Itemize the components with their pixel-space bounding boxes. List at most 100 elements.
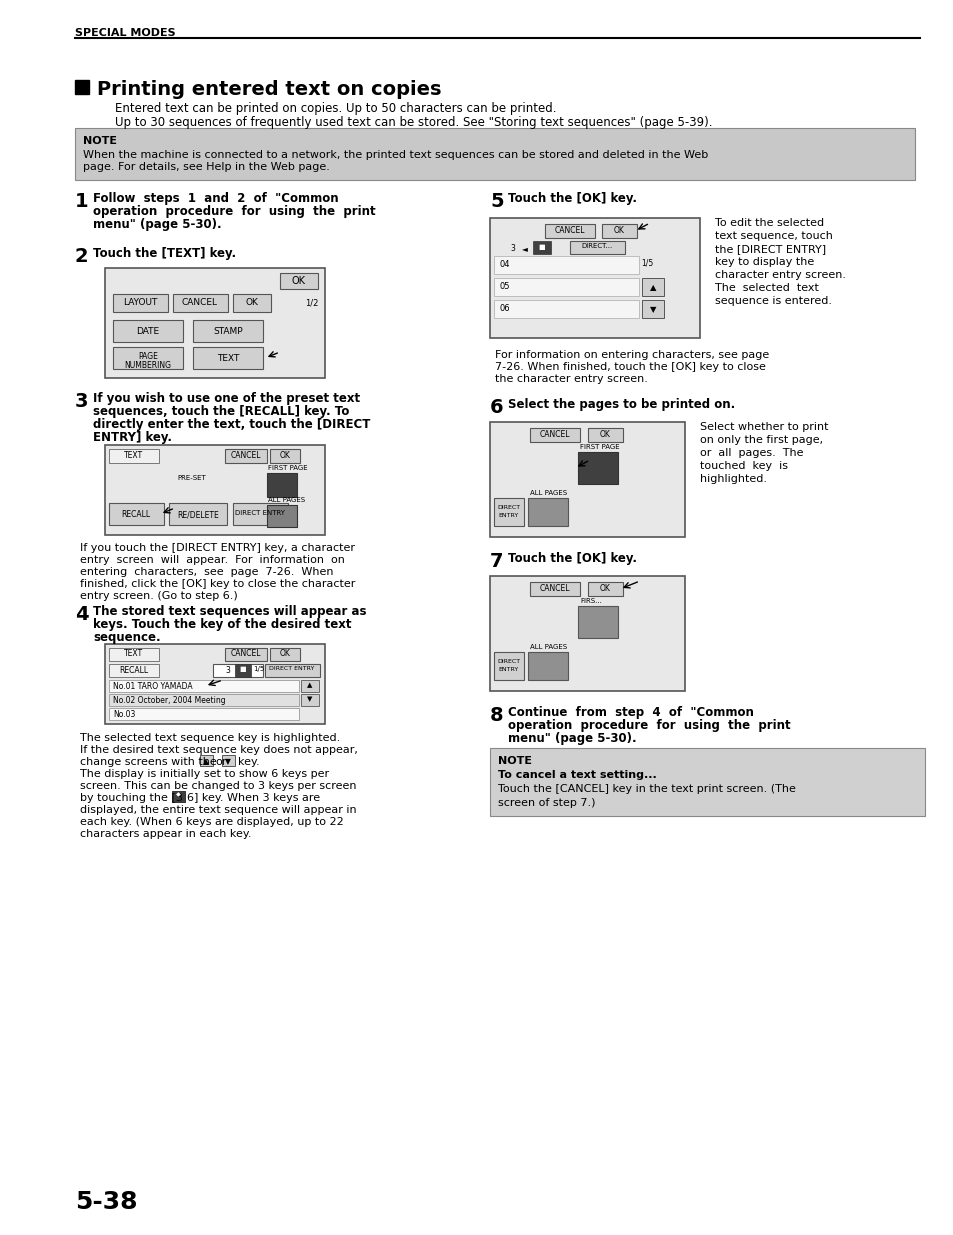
Text: CANCEL: CANCEL — [231, 451, 261, 459]
Bar — [267, 505, 296, 527]
Text: RECALL: RECALL — [121, 510, 151, 519]
Text: TEXT: TEXT — [124, 451, 143, 459]
Bar — [494, 300, 639, 317]
Text: 1/5: 1/5 — [640, 258, 653, 267]
Text: The  selected  text: The selected text — [714, 283, 818, 293]
Text: 1/2: 1/2 — [305, 298, 318, 308]
Bar — [200, 755, 213, 766]
Text: character entry screen.: character entry screen. — [714, 270, 845, 280]
Text: ALL PAGES: ALL PAGES — [268, 496, 305, 503]
Bar — [75, 128, 914, 180]
Text: characters appear in each key.: characters appear in each key. — [80, 829, 252, 839]
Text: LAYOUT: LAYOUT — [123, 298, 157, 308]
Bar — [494, 652, 523, 680]
Bar — [105, 445, 325, 535]
Text: OK: OK — [279, 650, 290, 658]
Text: If you wish to use one of the preset text: If you wish to use one of the preset tex… — [92, 391, 359, 405]
Bar — [112, 347, 183, 369]
Bar — [233, 503, 288, 525]
Bar — [578, 452, 618, 484]
Text: ▲: ▲ — [649, 283, 656, 291]
Text: SPECIAL MODES: SPECIAL MODES — [75, 28, 175, 38]
Text: Entered text can be printed on copies. Up to 50 characters can be printed.: Entered text can be printed on copies. U… — [115, 103, 556, 115]
Text: ▼: ▼ — [649, 305, 656, 314]
Text: PRE-SET: PRE-SET — [177, 475, 206, 480]
Text: PAGE: PAGE — [138, 352, 158, 361]
Text: 6] key. When 3 keys are: 6] key. When 3 keys are — [187, 793, 320, 803]
Text: OK: OK — [598, 430, 610, 438]
Bar — [530, 429, 579, 442]
Bar — [105, 643, 325, 724]
Bar — [222, 755, 234, 766]
Text: 7: 7 — [490, 552, 503, 571]
Text: Select whether to print: Select whether to print — [700, 422, 827, 432]
Text: OK: OK — [245, 298, 258, 308]
Text: If the desired text sequence key does not appear,: If the desired text sequence key does no… — [80, 745, 357, 755]
Text: For information on entering characters, see page: For information on entering characters, … — [495, 350, 768, 359]
Text: 4: 4 — [75, 605, 89, 624]
Text: 1/5: 1/5 — [253, 666, 264, 672]
Text: 5: 5 — [490, 191, 503, 211]
Bar — [112, 294, 168, 312]
Text: touched  key  is: touched key is — [700, 461, 787, 471]
Text: 5-38: 5-38 — [75, 1191, 137, 1214]
Bar — [641, 300, 663, 317]
Bar — [490, 422, 684, 537]
Bar — [533, 241, 551, 254]
Text: the character entry screen.: the character entry screen. — [495, 374, 647, 384]
Bar — [265, 664, 319, 677]
Text: ALL PAGES: ALL PAGES — [530, 643, 566, 650]
Text: 3: 3 — [75, 391, 89, 411]
Text: Touch the [CANCEL] key in the text print screen. (The: Touch the [CANCEL] key in the text print… — [497, 784, 795, 794]
Text: TEXT: TEXT — [124, 650, 143, 658]
Text: DIRECT ENTRY: DIRECT ENTRY — [269, 666, 314, 671]
Bar — [109, 708, 298, 720]
Bar — [213, 664, 263, 677]
Text: entering  characters,  see  page  7-26.  When: entering characters, see page 7-26. When — [80, 567, 334, 577]
Bar — [301, 694, 318, 706]
Text: ◄: ◄ — [521, 245, 527, 253]
Bar — [490, 748, 924, 816]
Text: CANCEL: CANCEL — [554, 226, 584, 235]
Bar — [234, 664, 251, 677]
Text: operation  procedure  for  using  the  print: operation procedure for using the print — [92, 205, 375, 219]
Text: Touch the [TEXT] key.: Touch the [TEXT] key. — [92, 247, 236, 261]
Text: 3: 3 — [225, 666, 230, 676]
Bar — [109, 450, 159, 463]
Text: No.01 TARO YAMADA: No.01 TARO YAMADA — [112, 682, 193, 692]
Bar — [225, 648, 267, 661]
Text: on only the first page,: on only the first page, — [700, 435, 822, 445]
Text: sequence is entered.: sequence is entered. — [714, 296, 831, 306]
Text: ALL PAGES: ALL PAGES — [530, 490, 566, 496]
Text: 2: 2 — [75, 247, 89, 266]
Text: the [DIRECT ENTRY]: the [DIRECT ENTRY] — [714, 245, 825, 254]
Bar — [587, 429, 622, 442]
Text: keys. Touch the key of the desired text: keys. Touch the key of the desired text — [92, 618, 351, 631]
Text: To edit the selected: To edit the selected — [714, 219, 823, 228]
Text: 1: 1 — [75, 191, 89, 211]
Text: OK: OK — [292, 275, 306, 287]
Text: CANCEL: CANCEL — [539, 584, 570, 593]
Text: FIRS...: FIRS... — [579, 598, 601, 604]
Text: RE/DELETE: RE/DELETE — [177, 510, 218, 519]
Bar — [109, 694, 298, 706]
Bar — [494, 278, 639, 296]
Bar — [109, 648, 159, 661]
Bar — [172, 294, 228, 312]
Text: CANCEL: CANCEL — [539, 430, 570, 438]
Text: No.03: No.03 — [112, 710, 135, 719]
Text: change screens with the: change screens with the — [80, 757, 216, 767]
Text: or  all  pages.  The: or all pages. The — [700, 448, 802, 458]
Text: DIRECT: DIRECT — [497, 659, 520, 664]
Text: ▼: ▼ — [307, 697, 313, 701]
Text: STAMP: STAMP — [213, 327, 243, 336]
Text: OK: OK — [279, 451, 290, 459]
Text: ▲: ▲ — [307, 682, 313, 688]
Text: entry screen. (Go to step 6.): entry screen. (Go to step 6.) — [80, 592, 237, 601]
Text: If you touch the [DIRECT ENTRY] key, a character: If you touch the [DIRECT ENTRY] key, a c… — [80, 543, 355, 553]
Text: ▼: ▼ — [225, 757, 231, 766]
Bar — [225, 450, 267, 463]
Bar — [105, 268, 325, 378]
Bar — [490, 576, 684, 692]
Text: directly enter the text, touch the [DIRECT: directly enter the text, touch the [DIRE… — [92, 417, 370, 431]
